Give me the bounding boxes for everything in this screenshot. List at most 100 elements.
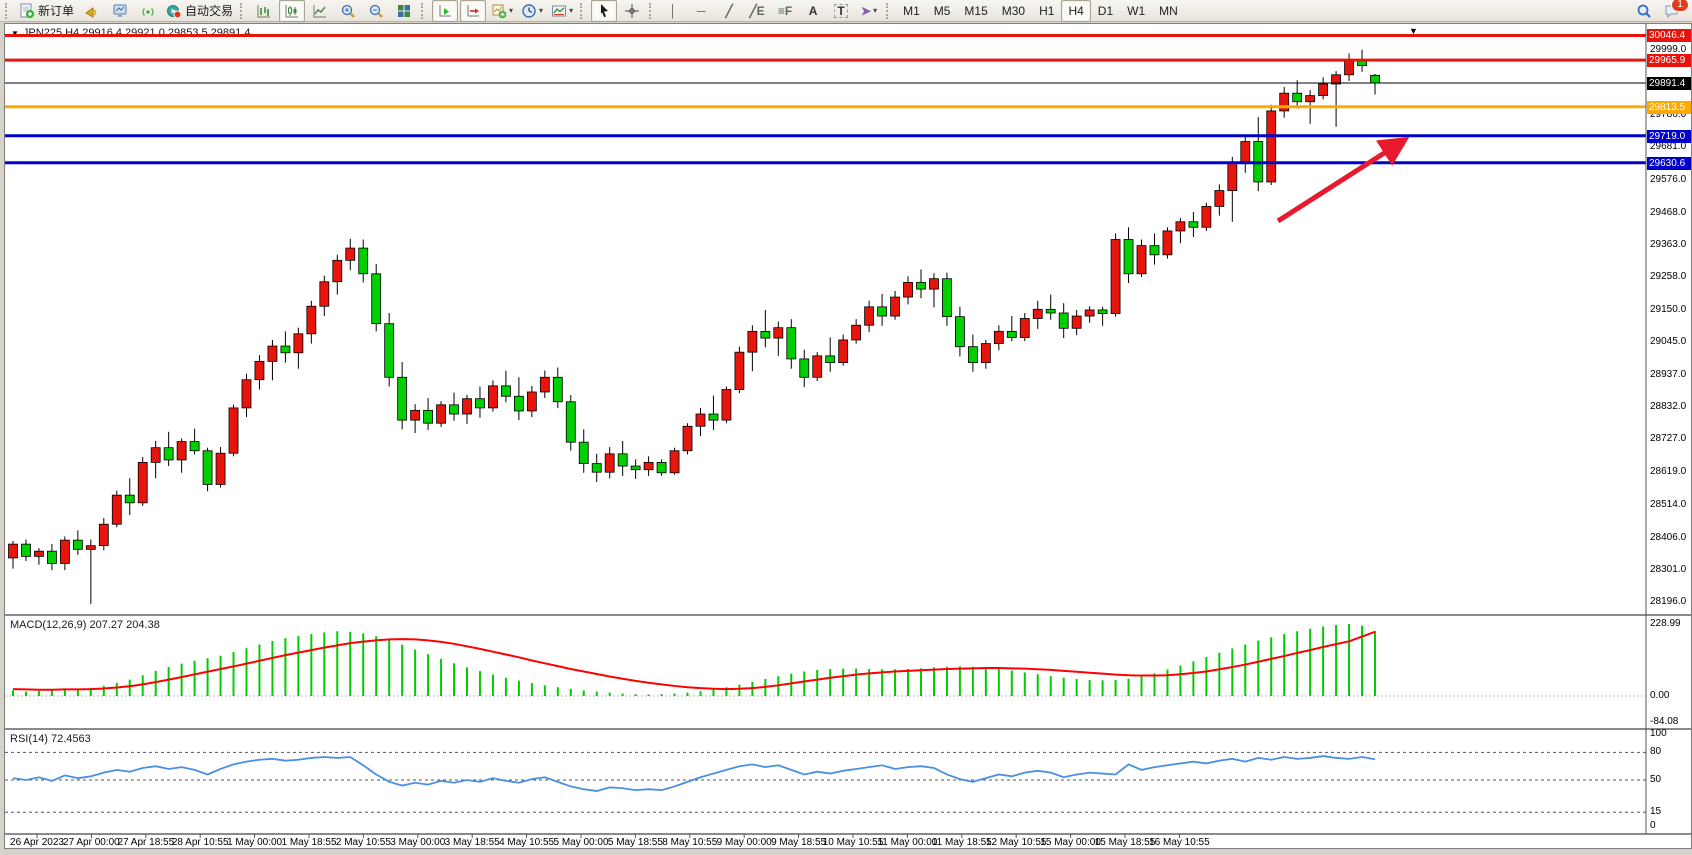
price-tick-label: 28937.0 <box>1650 369 1687 381</box>
cursor-icon <box>601 3 609 17</box>
chart-bars-button[interactable] <box>251 0 277 22</box>
bar-chart-icon <box>257 4 271 17</box>
chart-window[interactable]: ▼ JPN225,H4 29916.4 29921.0 29853.5 29891… <box>4 23 1692 849</box>
rsi-indicator-label: RSI(14) 72.4563 <box>10 733 91 745</box>
dropdown-caret-icon[interactable]: ▾ <box>539 6 544 15</box>
alerts-button[interactable] <box>79 0 105 22</box>
cursor-tool-button[interactable] <box>591 0 618 22</box>
chart-shift-icon <box>467 4 480 16</box>
toolbar-grip[interactable] <box>886 2 893 19</box>
autotrading-icon <box>167 4 182 18</box>
dropdown-caret-icon[interactable]: ▾ <box>569 6 574 15</box>
dropdown-caret-icon[interactable]: ▾ <box>873 6 878 15</box>
fibonacci-icon: ≡F <box>777 3 793 18</box>
timeframe-button-m1[interactable]: M1 <box>903 3 920 18</box>
add-indicator-icon <box>492 4 507 18</box>
price-tick-label: 28832.0 <box>1650 401 1687 413</box>
chart-shift-button[interactable] <box>460 0 487 22</box>
crosshair-icon <box>625 3 640 18</box>
price-level-badge: 29719.0 <box>1647 129 1691 143</box>
rsi-scale-label: 80 <box>1650 746 1662 758</box>
price-tick-label: 29150.0 <box>1650 303 1687 315</box>
time-axis-label: 5 May 18:55 <box>607 837 663 848</box>
timeframe-button-d1[interactable]: D1 <box>1097 3 1114 18</box>
trendline-tool-button[interactable]: ╱ <box>716 0 742 22</box>
zoom-out-icon <box>369 4 383 18</box>
toolbar-grip[interactable] <box>580 2 587 19</box>
time-axis-label: 27 Apr 18:55 <box>117 837 175 848</box>
search-icon <box>1637 4 1651 18</box>
timeframe-button-m15[interactable]: M15 <box>964 3 988 18</box>
price-tick-label: 28727.0 <box>1650 433 1687 445</box>
auto-scroll-icon <box>439 4 452 16</box>
notifications-button[interactable]: 1 <box>1659 0 1689 22</box>
time-axis-label: 26 Apr 2023 <box>10 837 64 848</box>
price-tick-label: 29045.0 <box>1650 336 1687 348</box>
autotrading-button[interactable]: 自动交易 <box>163 0 236 22</box>
time-axis-label: 3 May 18:55 <box>444 837 500 848</box>
terminal-icon <box>113 4 127 17</box>
zoom-in-button[interactable] <box>335 0 361 22</box>
tile-windows-icon <box>398 4 411 17</box>
macd-indicator-label: MACD(12,26,9) 207.27 204.38 <box>10 619 160 631</box>
time-axis-label: 16 May 10:55 <box>1149 837 1210 848</box>
timeframe-button-m5[interactable]: M5 <box>933 3 951 18</box>
tile-windows-button[interactable] <box>391 0 417 22</box>
price-tick-label: 29681.0 <box>1650 141 1687 153</box>
bid-price-badge: 29891.4 <box>1647 76 1691 90</box>
chart-candles-button[interactable] <box>279 0 306 22</box>
chart-line-button[interactable] <box>307 0 333 22</box>
dropdown-caret-icon[interactable]: ▾ <box>509 6 514 15</box>
notification-badge: 1 <box>1671 0 1689 12</box>
toolbar-grip[interactable] <box>649 2 656 19</box>
price-tick-label: 28514.0 <box>1650 498 1687 510</box>
time-axis-label: 3 May 00:00 <box>390 837 446 848</box>
price-tick-label: 29468.0 <box>1650 206 1687 218</box>
terminal-button[interactable] <box>107 0 133 22</box>
horizontal-line-tool-button[interactable]: ─ <box>688 0 714 22</box>
arrows-tool-button[interactable]: ➤ ▾ <box>856 0 882 22</box>
timeframe-button-mn[interactable]: MN <box>1159 3 1178 18</box>
toolbar-grip[interactable] <box>240 2 247 19</box>
price-tick-label: 29576.0 <box>1650 173 1687 185</box>
price-level-badge: 29630.6 <box>1647 156 1691 170</box>
auto-scroll-button[interactable] <box>432 0 459 22</box>
price-tick-label: 28406.0 <box>1650 531 1687 543</box>
text-label-tool-button[interactable]: T <box>828 0 854 22</box>
toolbar-grip[interactable] <box>5 2 12 19</box>
symbol-dropdown-icon[interactable]: ▼ <box>11 29 19 38</box>
text-tool-button[interactable]: A <box>800 0 826 22</box>
price-level-badge: 30046.4 <box>1647 29 1691 43</box>
toolbar-grip[interactable] <box>421 2 428 19</box>
price-tick-label: 28301.0 <box>1650 563 1687 575</box>
templates-button[interactable]: ▾ <box>548 0 576 22</box>
timeframe-button-w1[interactable]: W1 <box>1127 3 1146 18</box>
zoom-out-button[interactable] <box>363 0 389 22</box>
crosshair-tool-button[interactable] <box>619 0 645 22</box>
signals-button[interactable] <box>135 0 161 22</box>
fibonacci-tool-button[interactable]: ≡F <box>772 0 798 22</box>
timeframe-button-m30[interactable]: M30 <box>1001 3 1026 18</box>
candlestick-chart-icon <box>285 4 299 17</box>
periods-button[interactable]: ▾ <box>518 0 546 22</box>
vertical-line-tool-button[interactable]: │ <box>660 0 686 22</box>
timeframe-button-h1[interactable]: H1 <box>1039 3 1055 18</box>
time-axis-label: 15 May 18:55 <box>1094 837 1156 848</box>
signals-icon <box>142 7 154 16</box>
chart-shift-marker-icon[interactable]: ▼ <box>1409 26 1418 36</box>
timeframe-button-h4[interactable]: H4 <box>1061 0 1091 22</box>
clock-icon <box>522 3 536 18</box>
channel-tool-button[interactable]: ╱E <box>744 0 770 22</box>
price-level-badge: 29813.5 <box>1647 100 1691 114</box>
time-axis-label: 11 May 00:00 <box>877 837 938 848</box>
time-axis-label: 10 May 10:55 <box>822 837 884 848</box>
zoom-in-icon <box>341 4 355 18</box>
indicators-button[interactable]: ▾ <box>488 0 516 22</box>
price-level-badge: 29965.9 <box>1647 54 1691 68</box>
search-button[interactable] <box>1631 0 1657 22</box>
chart-canvas[interactable] <box>5 24 1691 848</box>
macd-scale-label: -84.08 <box>1650 716 1679 728</box>
trend-arrow-annotation <box>1276 136 1410 224</box>
new-order-button[interactable]: 新订单 <box>16 0 77 22</box>
templates-icon <box>552 5 567 16</box>
